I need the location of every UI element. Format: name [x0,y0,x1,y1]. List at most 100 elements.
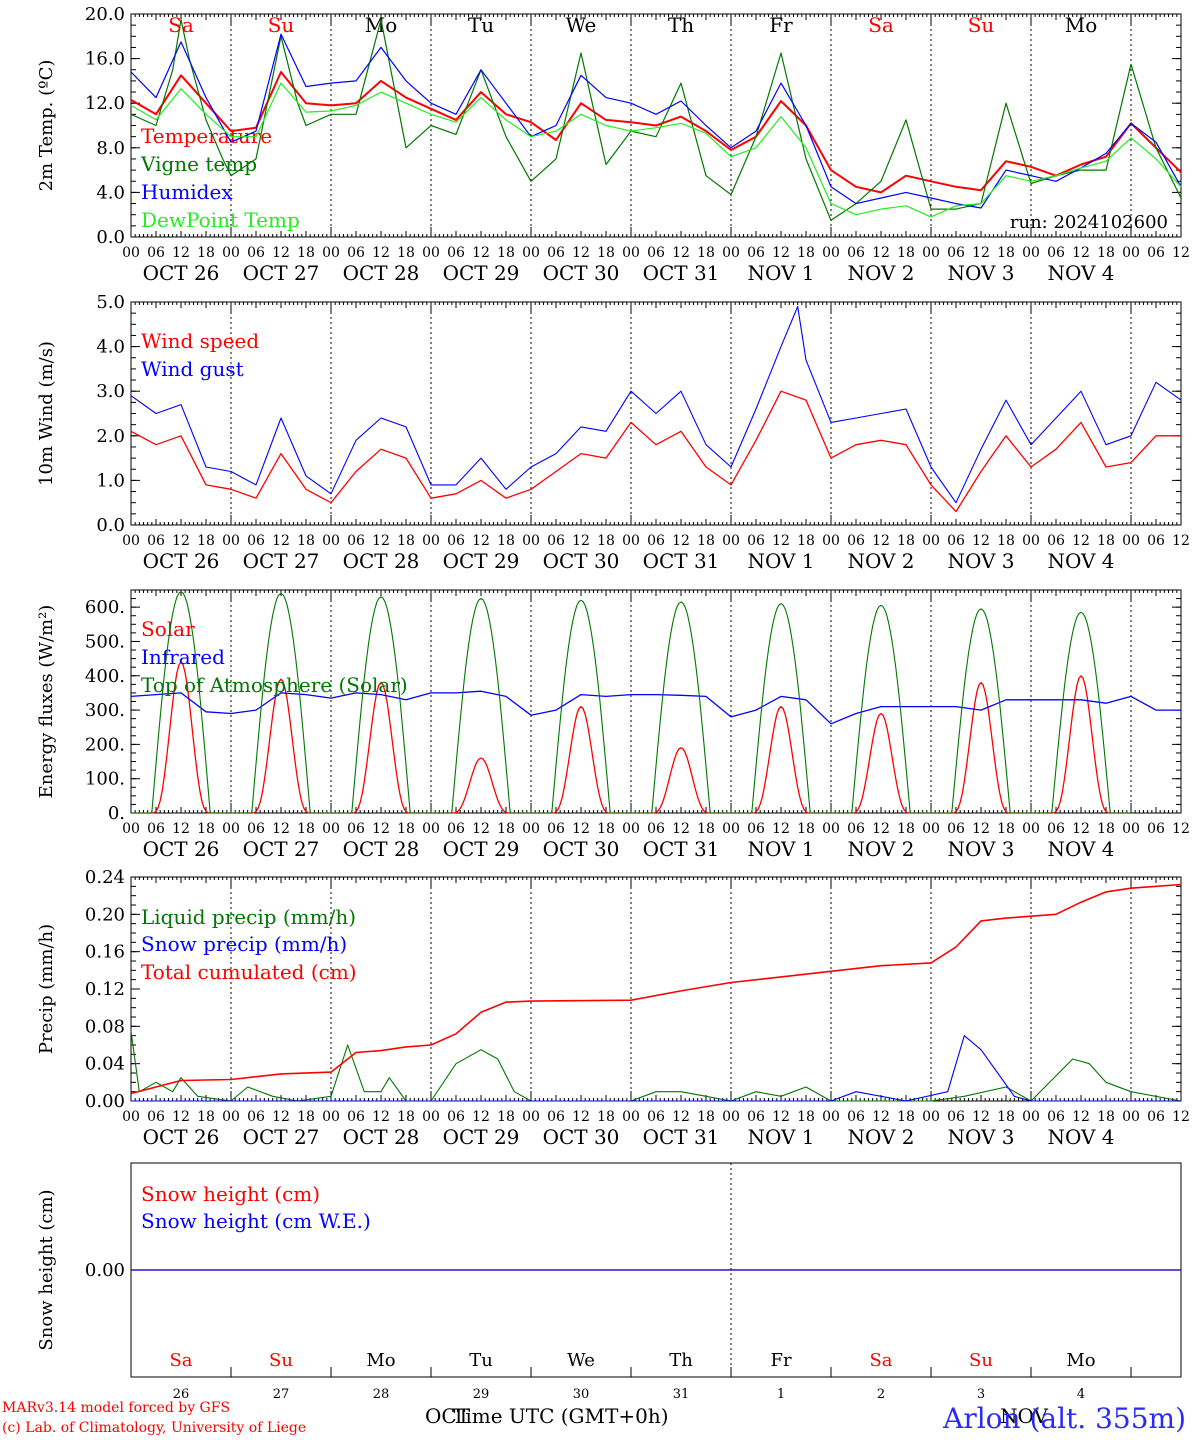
hour-tick-label: 06 [1147,533,1165,549]
hour-tick-label: 12 [872,821,890,837]
hour-tick-label: 12 [372,245,390,261]
weekday-label-bottom: Su [269,1350,293,1371]
day-number: 28 [373,1387,390,1402]
y-tick-label: 2.0 [96,426,125,447]
day-label: NOV 2 [847,837,914,861]
y-tick-label: 0.0 [96,227,125,248]
hour-tick-label: 18 [697,821,715,837]
legend-humidex: Humidex [141,180,233,204]
day-label: OCT 28 [343,1125,420,1149]
hour-tick-label: 12 [772,1109,790,1125]
series-line-liquid-precip-mm-h [130,1030,1182,1102]
y-tick-label: 12.0 [85,93,125,114]
hour-tick-label: 00 [922,1109,940,1125]
hour-tick-label: 06 [547,245,565,261]
hour-tick-label: 06 [947,245,965,261]
hour-tick-label: 12 [672,821,690,837]
day-label: OCT 31 [643,549,720,573]
series-line-temperature [130,71,1182,194]
y-tick-label: 1.0 [96,470,125,491]
day-label: NOV 3 [947,837,1014,861]
day-label: OCT 29 [443,837,520,861]
day-number: 27 [273,1387,290,1402]
hour-tick-label: 06 [447,245,465,261]
hour-tick-label: 12 [772,821,790,837]
hour-tick-label: 12 [272,821,290,837]
day-label: NOV 4 [1047,837,1114,861]
hour-tick-label: 18 [897,533,915,549]
hour-tick-label: 06 [247,821,265,837]
day-label: OCT 27 [243,1125,320,1149]
y-axis-label: Precip (mm/h) [36,924,57,1054]
hour-tick-label: 00 [522,1109,540,1125]
hour-tick-label: 00 [422,533,440,549]
hour-tick-label: 06 [347,821,365,837]
hour-tick-label: 06 [247,533,265,549]
station-name: Arlon (alt. 355m) [943,1402,1186,1435]
day-label: NOV 2 [847,1125,914,1149]
hour-tick-label: 12 [972,245,990,261]
day-label: OCT 30 [543,261,620,285]
day-label: NOV 3 [947,549,1014,573]
legend-snow-height-cm-w-e: Snow height (cm W.E.) [141,1209,371,1233]
hour-tick-label: 00 [722,533,740,549]
hour-tick-label: 12 [1172,245,1190,261]
day-label: OCT 31 [643,261,720,285]
hour-tick-label: 12 [572,533,590,549]
y-tick-label: 300. [85,700,125,721]
hour-tick-label: 12 [472,821,490,837]
hour-tick-label: 18 [797,821,815,837]
hour-tick-label: 12 [1172,533,1190,549]
day-label: OCT 30 [543,549,620,573]
day-label: OCT 26 [143,837,220,861]
hour-tick-label: 18 [397,821,415,837]
run-label: run: 2024102600 [1010,212,1168,233]
hour-tick-label: 00 [1122,245,1140,261]
hour-tick-label: 06 [147,1109,165,1125]
day-label: NOV 2 [847,261,914,285]
day-label: OCT 28 [343,261,420,285]
hour-tick-label: 06 [347,245,365,261]
weekday-label: Mo [1065,13,1098,37]
hour-tick-label: 18 [597,245,615,261]
hour-tick-label: 06 [447,533,465,549]
day-label: OCT 30 [543,1125,620,1149]
hour-tick-label: 18 [897,1109,915,1125]
hour-tick-label: 18 [1097,245,1115,261]
hour-tick-label: 18 [497,533,515,549]
hour-tick-label: 18 [197,533,215,549]
y-tick-label: 500. [85,631,125,652]
hour-tick-label: 12 [1072,821,1090,837]
hour-tick-label: 00 [622,821,640,837]
weekday-label: Sa [868,13,894,37]
day-label: OCT 26 [143,261,220,285]
hour-tick-label: 06 [547,533,565,549]
hour-tick-label: 00 [722,1109,740,1125]
hour-tick-label: 18 [897,821,915,837]
hour-tick-label: 00 [822,821,840,837]
day-label: OCT 29 [443,261,520,285]
day-number: 3 [977,1387,985,1402]
hour-tick-label: 12 [472,533,490,549]
y-tick-label: 100. [85,769,125,790]
hour-tick-label: 12 [1072,533,1090,549]
hour-tick-label: 18 [197,1109,215,1125]
day-label: OCT 26 [143,549,220,573]
y-tick-label: 5.0 [96,292,125,313]
weekday-label-bottom: Tu [469,1350,493,1371]
hour-tick-label: 12 [172,821,190,837]
hour-tick-label: 06 [847,1109,865,1125]
day-number: 30 [573,1387,590,1402]
hour-tick-label: 18 [897,245,915,261]
day-label: OCT 28 [343,549,420,573]
hour-tick-label: 12 [772,533,790,549]
day-label: OCT 31 [643,1125,720,1149]
hour-tick-label: 00 [422,821,440,837]
hour-tick-label: 12 [572,1109,590,1125]
weekday-label: Su [268,13,295,37]
series-line-wind-speed [130,390,1181,513]
hour-tick-label: 18 [797,1109,815,1125]
weekday-label-bottom: Fr [770,1350,791,1371]
y-tick-label: 0.00 [85,1091,125,1112]
day-label: OCT 30 [543,837,620,861]
